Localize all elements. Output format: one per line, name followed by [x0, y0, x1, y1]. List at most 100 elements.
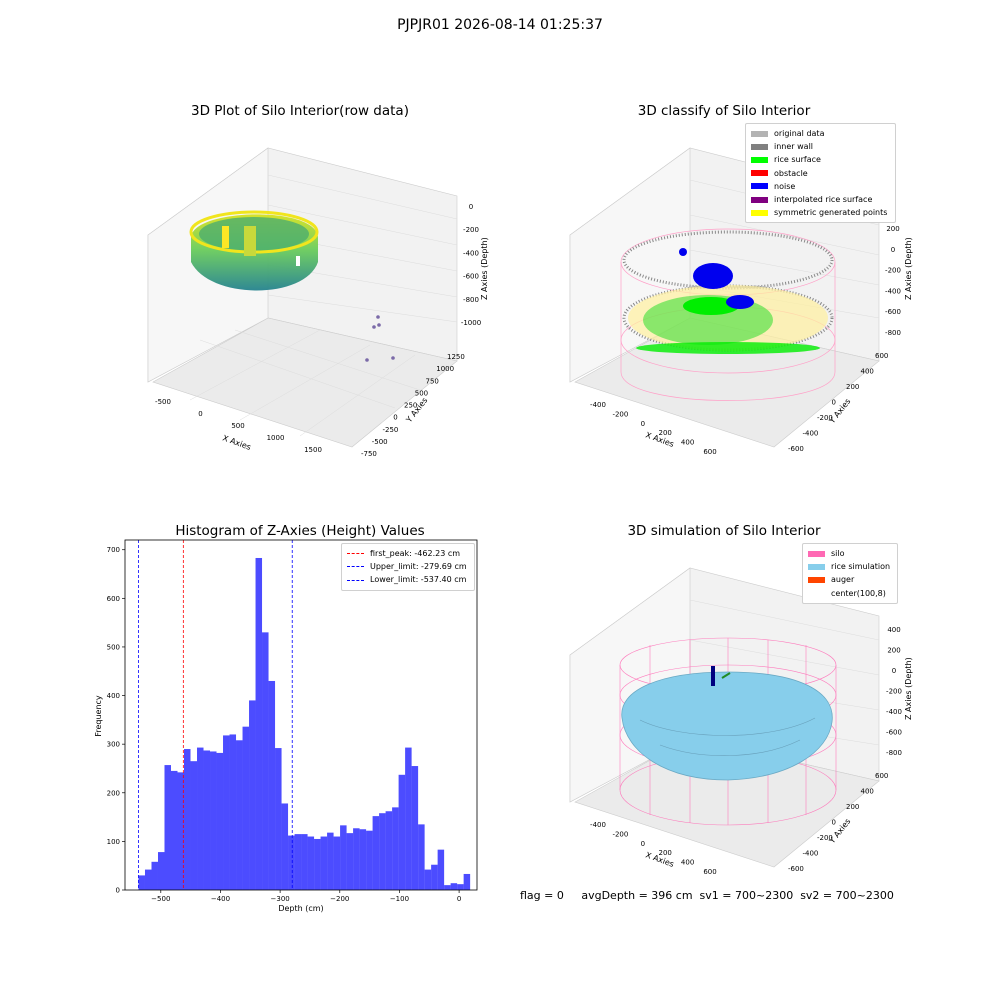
histogram-bar: [157, 852, 165, 890]
classify-rice-surface: [628, 285, 828, 354]
histogram-ytick-label: 400: [107, 692, 120, 700]
raw-x-tick-label: 1000: [267, 434, 285, 442]
simulation-z-tick-label: 400: [887, 626, 900, 634]
histogram-legend-line: [347, 553, 364, 555]
classify-legend-swatch: [751, 170, 768, 177]
simulation-rice-surface: [621, 671, 833, 781]
histogram-bar: [301, 834, 308, 890]
classify-legend-label: inner wall: [774, 142, 814, 152]
classify-y-tick-label: 0: [832, 399, 836, 407]
histogram-bar: [366, 830, 373, 890]
simulation-legend-label: rice simulation: [831, 562, 891, 572]
classify-legend-label: noise: [774, 181, 796, 191]
raw-z-tick-label: 0: [469, 203, 473, 211]
histogram-bar: [210, 751, 217, 890]
raw-y-tick-label: -250: [383, 426, 399, 434]
histogram-bar: [190, 761, 198, 890]
histogram-bar: [216, 752, 224, 890]
classify-x-tick-label: 200: [659, 429, 672, 437]
classify-x-tick-label: 0: [641, 420, 645, 428]
histogram-bar: [327, 832, 334, 890]
classify-legend-item: interpolated rice surface: [751, 193, 890, 206]
histogram-bar: [353, 828, 360, 890]
histogram-xlabel: Depth (cm): [278, 904, 323, 913]
simulation-x-tick-label: 400: [681, 859, 694, 867]
raw-y-tick-label: -750: [361, 450, 377, 458]
histogram-bar: [444, 885, 451, 890]
raw-z-tick-label: -400: [463, 249, 479, 257]
histogram-bar: [385, 811, 393, 890]
histogram-bar: [424, 869, 432, 890]
simulation-legend-label: center(100,8): [831, 588, 886, 598]
raw-z-tick-label: -1000: [461, 319, 481, 327]
classify-z-tick-label: -200: [885, 267, 901, 275]
classify-legend-item: rice surface: [751, 153, 890, 166]
simulation-y-tick-label: -200: [817, 834, 833, 842]
histogram-bar: [405, 747, 412, 890]
classify-legend-label: symmetric generated points: [774, 208, 888, 218]
histogram-bar: [197, 747, 204, 890]
classify-x-tick-label: 600: [703, 448, 716, 456]
histogram-ytick-label: 100: [107, 838, 120, 846]
raw-x-tick-label: 0: [198, 410, 202, 418]
histogram-bar: [281, 803, 289, 890]
simulation-x-tick-label: 600: [703, 868, 716, 876]
simulation-legend-label: auger: [831, 575, 855, 585]
histogram-xtick-label: −500: [151, 895, 170, 903]
histogram-bar: [262, 632, 269, 890]
histogram-bar: [457, 884, 464, 890]
classify-legend-swatch: [751, 157, 768, 163]
simulation-legend-swatch: [808, 590, 825, 596]
classify-y-tick-label: 400: [861, 368, 874, 376]
histogram-bar: [320, 836, 328, 890]
simulation-legend-swatch: [808, 577, 825, 583]
histogram-bar: [314, 838, 321, 890]
simulation-y-tick-label: -400: [803, 850, 819, 858]
classify-legend-item: noise: [751, 180, 890, 193]
simulation-y-tick-label: 0: [832, 819, 836, 827]
histogram-ytick-label: 300: [107, 741, 120, 749]
simulation-zlabel: Z Axies (Depth): [904, 657, 913, 720]
raw-y-tick-label: -500: [372, 438, 388, 446]
classify-y-tick-label: 200: [846, 383, 859, 391]
histogram-bar: [275, 748, 282, 890]
simulation-z-tick-label: -400: [886, 708, 902, 716]
classify-y-tick-label: -400: [803, 430, 819, 438]
histogram-bar: [151, 861, 158, 890]
raw-y-tick-label: 1000: [436, 365, 454, 373]
classify-legend-label: original data: [774, 129, 825, 138]
classify-legend-swatch: [751, 130, 768, 137]
histogram-bar: [372, 816, 380, 890]
histogram-bar: [223, 735, 230, 890]
histogram-bar: [418, 824, 425, 890]
histogram-bar: [242, 726, 250, 890]
figure-title: PJPJR01 2026-08-14 01:25:37: [397, 17, 603, 33]
classify-noise: [679, 248, 754, 309]
classify-z-tick-label: 200: [886, 225, 899, 233]
status-footer: flag = 0 avgDepth = 396 cm sv1 = 700~230…: [520, 889, 894, 902]
histogram-bar: [255, 557, 263, 890]
raw-y-tick-label: 0: [393, 414, 397, 422]
raw-z-tick-label: -600: [463, 273, 479, 281]
histogram-xtick-label: −300: [271, 895, 290, 903]
histogram-legend-line: [347, 566, 364, 568]
simulation-legend-item: auger: [808, 573, 892, 586]
simulation-y-tick-label: 200: [846, 803, 859, 811]
simulation-legend-item: silo: [808, 547, 892, 560]
histogram-legend-label: Upper_limit: -279.69 cm: [370, 562, 467, 572]
histogram-legend-label: first_peak: -462.23 cm: [370, 549, 461, 558]
classify-legend-swatch: [751, 143, 768, 150]
histogram-bar: [340, 825, 347, 890]
classify-legend-item: inner wall: [751, 140, 890, 153]
classify-y-tick-label: -200: [817, 414, 833, 422]
classify-x-tick-label: -200: [612, 410, 628, 418]
simulation-y-tick-label: 600: [875, 772, 888, 780]
histogram-xtick-label: −200: [330, 895, 349, 903]
simulation-auger: [711, 666, 731, 686]
histogram-bar: [431, 864, 438, 890]
classify-plot-title: 3D classify of Silo Interior: [637, 103, 811, 119]
classify-legend-item: symmetric generated points: [751, 206, 890, 219]
